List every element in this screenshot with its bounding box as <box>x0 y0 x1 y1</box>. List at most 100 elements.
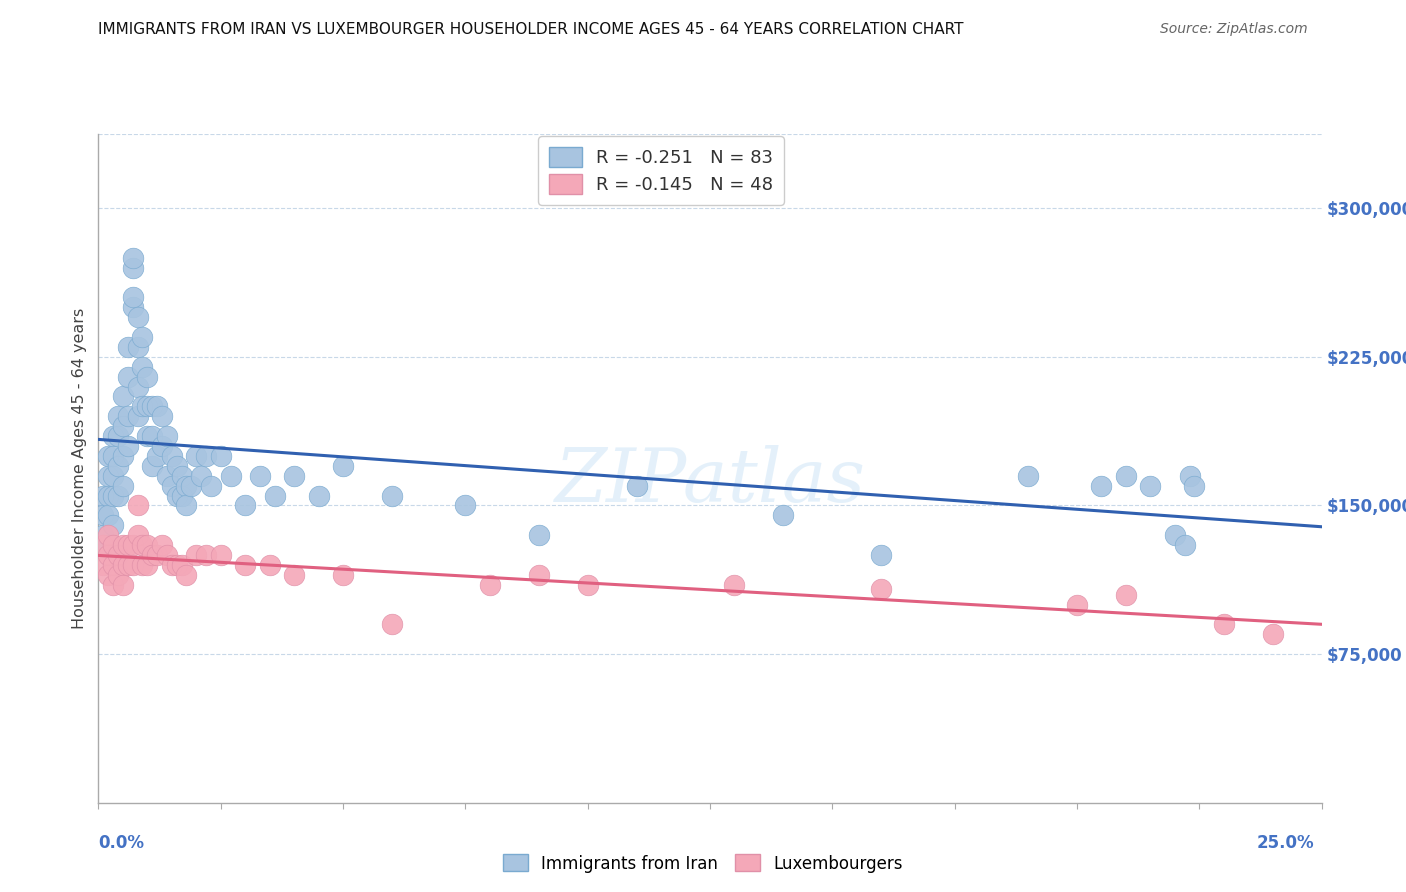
Point <box>332 458 354 473</box>
Point <box>190 468 212 483</box>
Point <box>91 558 114 572</box>
Point <box>131 330 153 344</box>
Point <box>263 489 285 503</box>
Point <box>283 567 305 582</box>
Point <box>111 449 134 463</box>
Point <box>156 468 179 483</box>
Point <box>870 548 893 562</box>
Point <box>381 489 404 503</box>
Point <box>166 558 188 572</box>
Point <box>576 578 599 592</box>
Point <box>166 489 188 503</box>
Point <box>127 409 149 424</box>
Point <box>180 478 202 492</box>
Point <box>219 468 242 483</box>
Point <box>111 419 134 434</box>
Point <box>111 558 134 572</box>
Point <box>101 578 124 592</box>
Point <box>121 300 143 314</box>
Point <box>107 567 129 582</box>
Point <box>127 340 149 354</box>
Point <box>527 528 550 542</box>
Text: 0.0%: 0.0% <box>98 834 145 852</box>
Point <box>97 508 120 523</box>
Point <box>91 508 114 523</box>
Point <box>141 400 163 414</box>
Point <box>111 578 134 592</box>
Point <box>176 499 198 513</box>
Point <box>107 489 129 503</box>
Point <box>131 400 153 414</box>
Point <box>111 478 134 492</box>
Point <box>141 458 163 473</box>
Text: ZIPatlas: ZIPatlas <box>554 445 866 518</box>
Point <box>136 400 159 414</box>
Point <box>136 538 159 552</box>
Point <box>1017 468 1039 483</box>
Point <box>150 439 173 453</box>
Point <box>195 449 218 463</box>
Point <box>121 260 143 275</box>
Point <box>160 558 183 572</box>
Text: IMMIGRANTS FROM IRAN VS LUXEMBOURGER HOUSEHOLDER INCOME AGES 45 - 64 YEARS CORRE: IMMIGRANTS FROM IRAN VS LUXEMBOURGER HOU… <box>98 22 965 37</box>
Point <box>160 478 183 492</box>
Point <box>141 429 163 443</box>
Point <box>209 449 232 463</box>
Point <box>101 518 124 533</box>
Point <box>1164 528 1187 542</box>
Point <box>97 528 120 542</box>
Point <box>121 558 143 572</box>
Point <box>150 538 173 552</box>
Point <box>1178 468 1201 483</box>
Point <box>478 578 501 592</box>
Point <box>131 359 153 374</box>
Point <box>186 449 208 463</box>
Point <box>233 558 256 572</box>
Point <box>131 538 153 552</box>
Point <box>121 251 143 265</box>
Point <box>170 558 193 572</box>
Point <box>131 558 153 572</box>
Point <box>454 499 477 513</box>
Point <box>91 489 114 503</box>
Point <box>136 558 159 572</box>
Point <box>176 478 198 492</box>
Point <box>166 458 188 473</box>
Point <box>111 389 134 403</box>
Point <box>1184 478 1206 492</box>
Point <box>101 558 124 572</box>
Point <box>117 340 139 354</box>
Point <box>101 538 124 552</box>
Point <box>195 548 218 562</box>
Point <box>1174 538 1197 552</box>
Point <box>97 567 120 582</box>
Legend: R = -0.251   N = 83, R = -0.145   N = 48: R = -0.251 N = 83, R = -0.145 N = 48 <box>538 136 785 205</box>
Point <box>772 508 794 523</box>
Text: Source: ZipAtlas.com: Source: ZipAtlas.com <box>1160 22 1308 37</box>
Point <box>233 499 256 513</box>
Point <box>101 489 124 503</box>
Point <box>91 528 114 542</box>
Point <box>308 489 330 503</box>
Point <box>127 499 149 513</box>
Point <box>146 400 169 414</box>
Point <box>117 538 139 552</box>
Y-axis label: Householder Income Ages 45 - 64 years: Householder Income Ages 45 - 64 years <box>72 308 87 629</box>
Point <box>111 538 134 552</box>
Point <box>170 489 193 503</box>
Point <box>156 548 179 562</box>
Point <box>626 478 648 492</box>
Point <box>127 528 149 542</box>
Point <box>160 449 183 463</box>
Point <box>146 548 169 562</box>
Point <box>176 567 198 582</box>
Point <box>1115 588 1137 602</box>
Point <box>150 409 173 424</box>
Point <box>101 449 124 463</box>
Point <box>121 538 143 552</box>
Point <box>101 468 124 483</box>
Point <box>283 468 305 483</box>
Point <box>1115 468 1137 483</box>
Point <box>332 567 354 582</box>
Point <box>97 468 120 483</box>
